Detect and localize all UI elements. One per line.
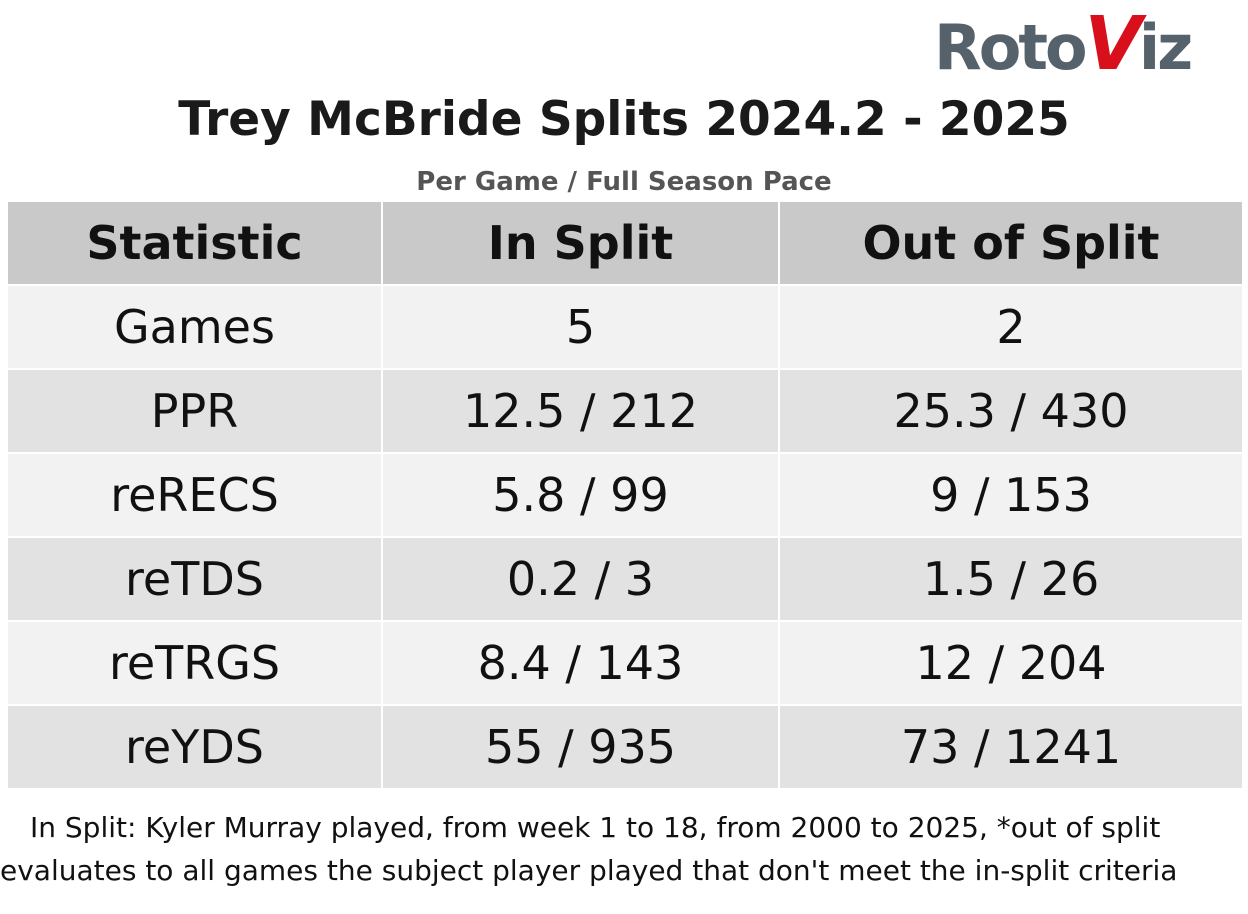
table-row: Games 5 2 xyxy=(6,284,1244,370)
header-cell: Statistic xyxy=(6,200,383,286)
header-cell: Out of Split xyxy=(778,200,1244,286)
table-cell: 25.3 / 430 xyxy=(778,368,1244,454)
logo-part: V xyxy=(1084,1,1142,87)
subtitle: Per Game / Full Season Pace xyxy=(416,167,832,197)
table-cell: reRECS xyxy=(6,452,383,538)
table-cell: 5 xyxy=(381,284,780,370)
header-row: Statistic In Split Out of Split xyxy=(6,200,1244,286)
header-cell: In Split xyxy=(381,200,780,286)
logo-part: Roto xyxy=(934,11,1088,84)
table-cell: 0.2 / 3 xyxy=(381,536,780,622)
title: Trey McBride Splits 2024.2 - 2025 xyxy=(178,92,1070,147)
table-cell: 2 xyxy=(778,284,1244,370)
footnote: In Split: Kyler Murray played, from week… xyxy=(0,811,1178,887)
table-cell: 1.5 / 26 xyxy=(778,536,1244,622)
table-cell: 73 / 1241 xyxy=(778,704,1244,790)
table-row: reTRGS 8.4 / 143 12 / 204 xyxy=(6,620,1244,706)
logo-part: iz xyxy=(1138,11,1193,84)
table-cell: 12.5 / 212 xyxy=(381,368,780,454)
logo: RotoViz xyxy=(934,6,1193,86)
table-row: reRECS 5.8 / 99 9 / 153 xyxy=(6,452,1244,538)
table-row: reTDS 0.2 / 3 1.5 / 26 xyxy=(6,536,1244,622)
table-cell: 9 / 153 xyxy=(778,452,1244,538)
table-row: PPR 12.5 / 212 25.3 / 430 xyxy=(6,368,1244,454)
table-cell: PPR xyxy=(6,368,383,454)
table-cell: 55 / 935 xyxy=(381,704,780,790)
table-cell: reTRGS xyxy=(6,620,383,706)
table-cell: 8.4 / 143 xyxy=(381,620,780,706)
table-cell: Games xyxy=(6,284,383,370)
table-cell: reTDS xyxy=(6,536,383,622)
table-row: reYDS 55 / 935 73 / 1241 xyxy=(6,704,1244,790)
table-cell: 12 / 204 xyxy=(778,620,1244,706)
table-cell: reYDS xyxy=(6,704,383,790)
stats-table: Statistic In Split Out of Split Games 5 2 PPR… xyxy=(6,200,1244,790)
table-cell: 5.8 / 99 xyxy=(381,452,780,538)
